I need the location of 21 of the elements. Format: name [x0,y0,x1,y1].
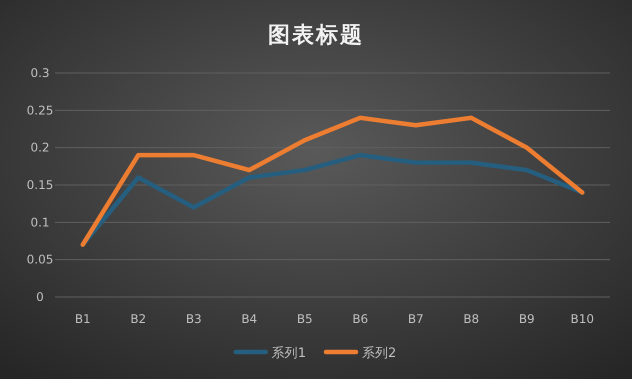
y-tick-label: 0.05 [26,252,54,267]
chart-title: 图表标题 [268,23,364,48]
line-series [80,116,584,247]
x-tick-label: B5 [296,312,313,326]
x-tick-label: B7 [408,312,424,326]
legend-label: 系列2 [362,346,396,361]
y-tick-label: 0.1 [30,215,50,230]
x-tick-label: B4 [241,312,258,326]
y-tick-label: 0 [36,290,44,304]
x-tick-label: B9 [518,312,535,326]
y-tick-label: 0.25 [26,103,54,118]
y-tick-label: 0.3 [30,66,50,80]
x-tick-label: B6 [352,312,368,326]
x-tick-label: B10 [570,312,594,326]
x-tick-label: B2 [130,312,146,326]
x-tick-label: B3 [186,312,202,326]
y-tick-label: 0.15 [26,178,54,192]
x-tick-label: B1 [74,312,91,326]
x-tick-label: B8 [463,312,480,326]
y-tick-label: 0.2 [30,140,50,155]
legend-label: 系列1 [272,346,306,361]
